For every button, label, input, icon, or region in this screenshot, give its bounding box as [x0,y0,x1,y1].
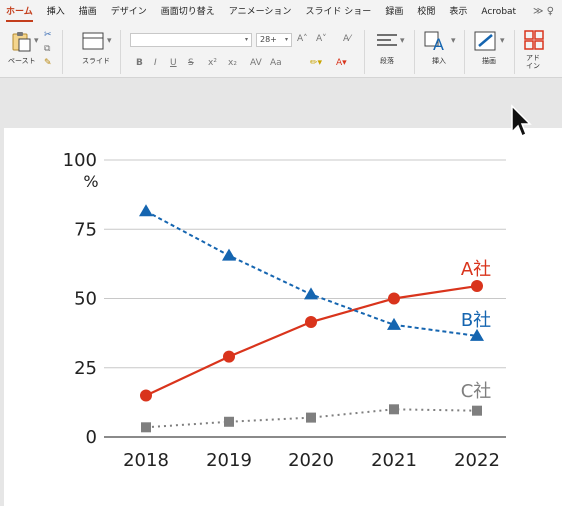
cut-icon[interactable]: ✂ [44,30,52,40]
tab-3[interactable]: デザイン [110,7,147,17]
decrease-font-icon[interactable]: A˅ [316,34,327,44]
paragraph-dropdown-icon[interactable]: ▾ [400,36,405,46]
paste-group-label: ペースト [8,57,36,65]
y-tick-label: 50 [74,289,97,310]
data-point [388,292,400,305]
separator [464,30,465,74]
tab-5[interactable]: アニメーション [228,7,292,17]
tab-9[interactable]: 表示 [449,7,468,17]
slide-layout-icon[interactable] [82,32,104,50]
y-tick-label: 100 [63,150,97,171]
data-point [304,287,318,300]
font-size-value: 28+ [260,35,277,44]
change-case-icon[interactable]: Aa [270,58,282,68]
y-tick-label: 25 [74,358,97,379]
data-point [306,412,316,423]
insert-group-label: 挿入 [432,57,446,65]
chevron-down-icon: ▾ [244,36,248,43]
tab-10[interactable]: Acrobat [481,7,517,17]
superscript-icon[interactable]: x² [208,58,217,68]
tab-8[interactable]: 校閲 [417,7,436,17]
ribbon-tabs: ホーム 挿入 描画 デザイン 画面切り替え アニメーション スライド ショー 録画 校閲 表示 Ac… [0,0,562,24]
font-size-field[interactable]: 28+ ▾ [256,33,292,47]
chevron-down-icon: ▾ [284,36,288,43]
tab-0[interactable]: ホーム [6,0,33,24]
tab-6[interactable]: スライド ショー [305,7,372,17]
drawing-icon[interactable] [474,30,498,52]
slide[interactable]: 0 25 50 75 100% 2018 2019 2020 2021 2022 A社 B社 C社 [4,128,562,506]
data-point [387,317,401,330]
separator [364,30,365,74]
paste-dropdown-icon[interactable]: ▾ [34,36,39,46]
mouse-cursor-icon [511,104,532,138]
data-point [223,350,235,363]
series-label: B社 [461,310,491,331]
series-line-0 [145,284,478,397]
separator [514,30,515,74]
tab-1[interactable]: 挿入 [46,7,65,17]
x-tick-label: 2019 [206,450,252,471]
add-ins-icon[interactable] [524,30,544,50]
data-point [139,204,153,217]
data-point [222,248,236,261]
character-spacing-icon[interactable]: AV [250,58,262,68]
series-label: C社 [461,381,492,402]
add-ins-group-label: アド イン [526,54,540,70]
line-chart: 0 25 50 75 100% 2018 2019 2020 2021 2022 A社 B社 C社 [63,150,506,471]
data-point [224,416,234,427]
slide-group-label: スライド [82,57,110,65]
strikethrough-icon[interactable]: S [188,58,194,68]
x-tick-label: 2022 [454,450,500,471]
italic-icon[interactable]: I [154,58,157,68]
series-label: A社 [461,259,491,280]
clear-format-icon[interactable]: A⁄ [343,34,351,44]
drawing-group-label: 描画 [482,57,496,65]
x-tick-label: 2021 [371,450,417,471]
bold-icon[interactable]: B [136,58,143,68]
tab-7[interactable]: 録画 [385,7,404,17]
ribbon-toolbar: ▾ ペースト ✂ ⧉ ✎ ▾ スライド ▾ 28+ ▾ A˄ A˅ A⁄ B I … [0,24,562,78]
font-name-field[interactable]: ▾ [130,33,252,47]
increase-font-icon[interactable]: A˄ [297,34,308,44]
paragraph-icon[interactable] [376,32,398,50]
highlight-icon[interactable]: ✏▾ [310,58,323,68]
data-point [470,328,484,341]
separator [62,30,63,74]
font-color-icon[interactable]: A▾ [336,58,347,68]
insert-shapes-icon[interactable]: A [424,30,448,52]
y-tick-label: 75 [74,219,97,240]
data-point [471,280,483,293]
data-point [472,405,482,416]
drawing-dropdown-icon[interactable]: ▾ [500,36,505,46]
paragraph-group-label: 段落 [380,57,394,65]
insert-dropdown-icon[interactable]: ▾ [451,36,456,46]
slide-dropdown-icon[interactable]: ▾ [107,36,112,46]
underline-icon[interactable]: U [170,58,177,68]
tab-2[interactable]: 描画 [78,7,97,17]
format-painter-icon[interactable]: ✎ [44,58,52,68]
x-tick-label: 2018 [123,450,169,471]
separator [120,30,121,74]
copy-icon[interactable]: ⧉ [44,44,51,54]
separator [414,30,415,74]
data-point [389,404,399,415]
svg-text:A: A [433,35,444,52]
ribbon-more-icon[interactable]: ≫ ♀ [533,6,554,17]
data-point [305,316,317,329]
y-tick-label: 0 [86,427,97,448]
data-point [140,389,152,402]
x-tick-label: 2020 [288,450,334,471]
subscript-icon[interactable]: x₂ [228,58,237,68]
y-unit-label: % [83,172,98,191]
data-point [141,422,151,433]
series-line-2 [145,408,478,429]
paste-icon[interactable] [10,30,32,52]
tab-4[interactable]: 画面切り替え [160,7,215,17]
